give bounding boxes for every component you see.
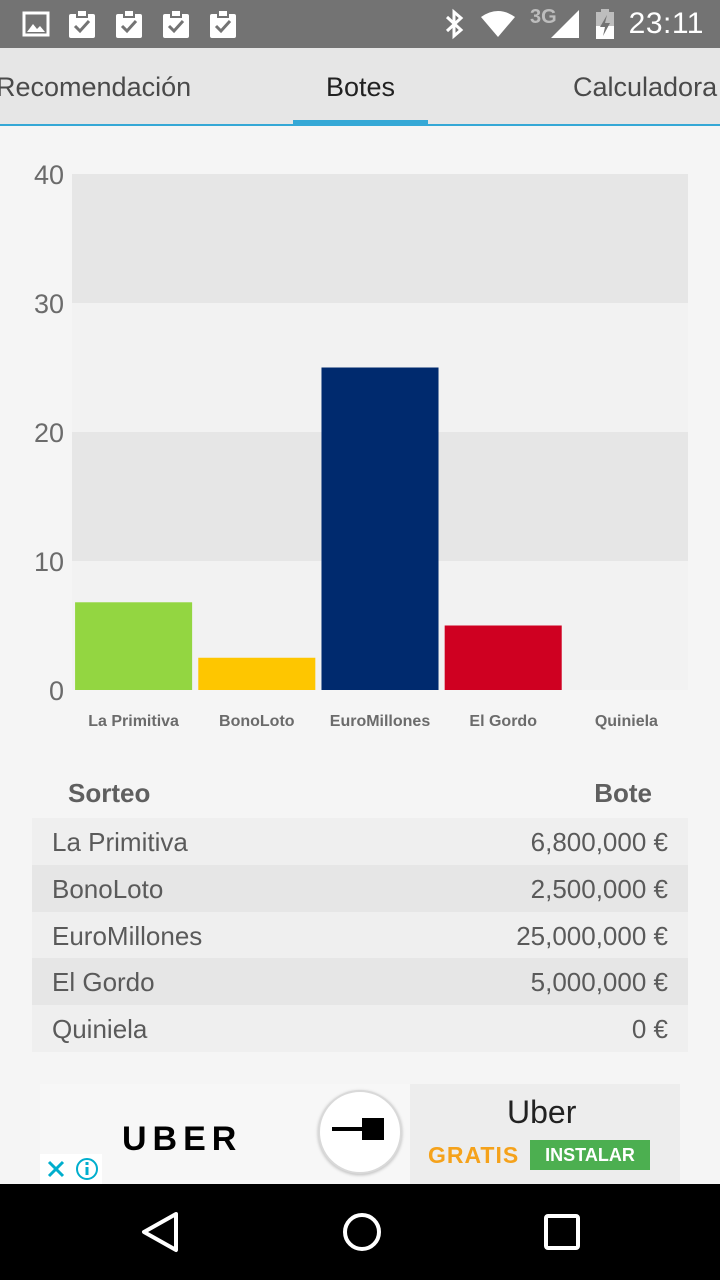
y-tick-label: 40: [34, 160, 64, 190]
jackpot-amount: 0 €: [631, 1014, 668, 1045]
clipboard-check-icon: [161, 9, 191, 39]
ad-price: GRATIS: [428, 1142, 520, 1168]
bluetooth-icon: [444, 8, 466, 40]
install-button[interactable]: INSTALAR: [530, 1140, 650, 1170]
x-tick-label: El Gordo: [469, 713, 537, 730]
jackpot-amount: 2,500,000 €: [530, 873, 668, 904]
recents-icon[interactable]: [542, 1210, 582, 1259]
system-icons: 3G 23:11: [444, 0, 704, 48]
table-row: El Gordo 5,000,000 €: [32, 958, 688, 1006]
jackpot-amount: 5,000,000 €: [530, 967, 668, 998]
draw-name: EuroMillones: [52, 920, 203, 951]
bar: [198, 657, 316, 690]
x-tick-label: BonoLoto: [219, 713, 295, 730]
y-tick-label: 10: [34, 547, 64, 577]
jackpot-bar-chart: 0 10 20 30 40 La Primitiva BonoLoto EuroMillone…: [0, 160, 720, 740]
tab-calculadora[interactable]: Calculadora: [573, 72, 718, 102]
wifi-icon: [480, 10, 516, 38]
bar: [444, 625, 562, 690]
clipboard-check-icon: [67, 9, 97, 39]
image-icon: [22, 9, 50, 39]
grid-band: [72, 174, 688, 303]
y-tick-label: 20: [34, 418, 64, 448]
table-row: Quiniela 0 €: [32, 1005, 688, 1052]
column-header-sorteo: Sorteo: [68, 778, 151, 808]
x-tick-label: La Primitiva: [88, 713, 179, 730]
tab-botes[interactable]: Botes: [326, 72, 396, 102]
bar: [321, 367, 439, 690]
info-icon[interactable]: [71, 1154, 102, 1184]
signal-icon: [549, 8, 581, 40]
battery-charging-icon: [595, 8, 615, 40]
table-header: Sorteo Bote: [32, 770, 688, 818]
tab-bar: Recomendación Botes Calculadora: [0, 48, 720, 126]
y-tick-label: 0: [49, 676, 64, 706]
bar: [75, 602, 193, 690]
status-bar: 3G 23:11: [0, 0, 720, 48]
jackpot-amount: 6,800,000 €: [530, 827, 668, 857]
tab-indicator: [293, 120, 428, 125]
table-row: La Primitiva 6,800,000 €: [32, 818, 688, 865]
chart-canvas: 0 10 20 30 40 La Primitiva BonoLoto EuroMillone…: [34, 160, 688, 730]
ad-logo: UBER: [122, 1120, 243, 1158]
notification-icons: [22, 9, 238, 39]
x-tick-label: Quiniela: [595, 713, 658, 730]
close-icon[interactable]: [40, 1154, 71, 1184]
table-body: La Primitiva 6,800,000 € BonoLoto 2,500,…: [32, 818, 688, 1052]
ad-title: Uber: [507, 1094, 577, 1130]
clipboard-check-icon: [208, 9, 238, 39]
network-type: 3G: [529, 5, 557, 28]
tab-recomendacion[interactable]: Recomendación: [0, 72, 192, 102]
home-icon[interactable]: [340, 1210, 384, 1259]
column-header-bote: Bote: [594, 778, 652, 808]
ad-banner[interactable]: UBER Uber GRATIS INSTALAR: [40, 1084, 680, 1184]
x-tick-label: EuroMillones: [330, 713, 431, 730]
navigation-bar: [0, 1184, 720, 1280]
draw-name: El Gordo: [52, 967, 155, 998]
back-icon[interactable]: [140, 1210, 180, 1259]
draw-name: BonoLoto: [52, 873, 164, 904]
table-row: EuroMillones 25,000,000 €: [32, 911, 688, 959]
table-row: BonoLoto 2,500,000 €: [32, 864, 688, 912]
app-icon: [318, 1090, 402, 1174]
jackpot-table: Sorteo Bote La Primitiva 6,800,000 € Bon…: [32, 770, 688, 1052]
clock: 23:11: [628, 7, 704, 40]
ad-choices: [40, 1154, 102, 1184]
draw-name: Quiniela: [52, 1014, 148, 1045]
jackpot-amount: 25,000,000 €: [516, 920, 668, 951]
draw-name: La Primitiva: [52, 827, 188, 857]
clipboard-check-icon: [114, 9, 144, 39]
y-tick-label: 30: [34, 289, 64, 319]
